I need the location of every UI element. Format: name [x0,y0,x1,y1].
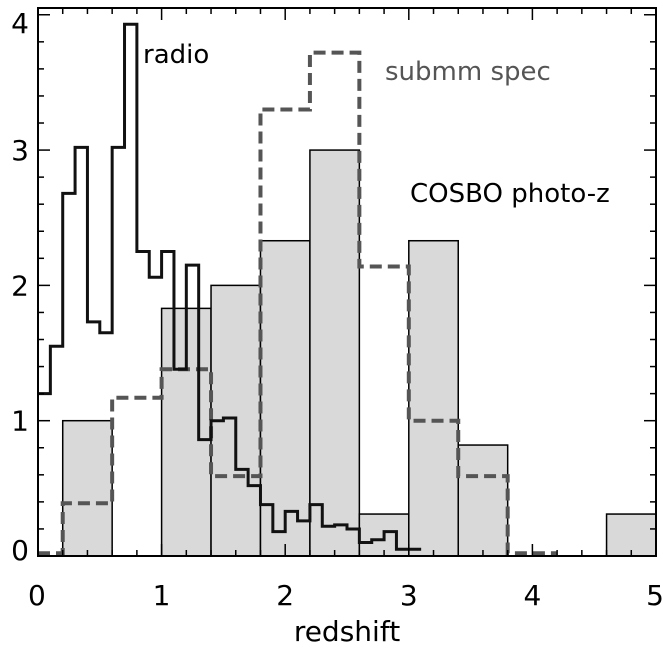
y-tick-label: 2 [11,269,29,302]
bar-cosbo-photo-z-12 [605,513,657,557]
series-line-submm-spec [38,50,558,556]
plot-frame [37,7,657,557]
series-line-radio [38,22,422,551]
x-tick-label: 5 [646,579,663,612]
annotation-radio: radio [143,40,209,70]
x-tick-label: 0 [28,579,46,612]
x-tick-label: 3 [400,579,418,612]
bar-cosbo-photo-z-1 [61,419,113,557]
x-axis-title: redshift [294,615,400,648]
y-tick-label: 1 [11,405,29,438]
ticks-layer [37,8,657,557]
series-layer [38,22,657,557]
annotation-submm-spec: submm spec [385,57,551,87]
bar-cosbo-photo-z-6 [309,149,361,557]
annotation-cosbo-photo-z: COSBO photo-z [410,179,610,209]
y-tick-label: 0 [11,534,29,567]
bar-cosbo-photo-z-5 [259,239,311,557]
y-tick-label: 4 [11,7,29,40]
x-tick-label: 2 [276,579,294,612]
x-tick-label: 4 [523,579,541,612]
bar-cosbo-photo-z-9 [457,444,509,557]
labels-layer: 0 1 2 3 4 5 0 1 2 3 4 [11,7,663,612]
y-tick-label: 3 [11,134,29,167]
x-tick-label: 1 [153,579,171,612]
bar-cosbo-photo-z-8 [408,239,459,557]
